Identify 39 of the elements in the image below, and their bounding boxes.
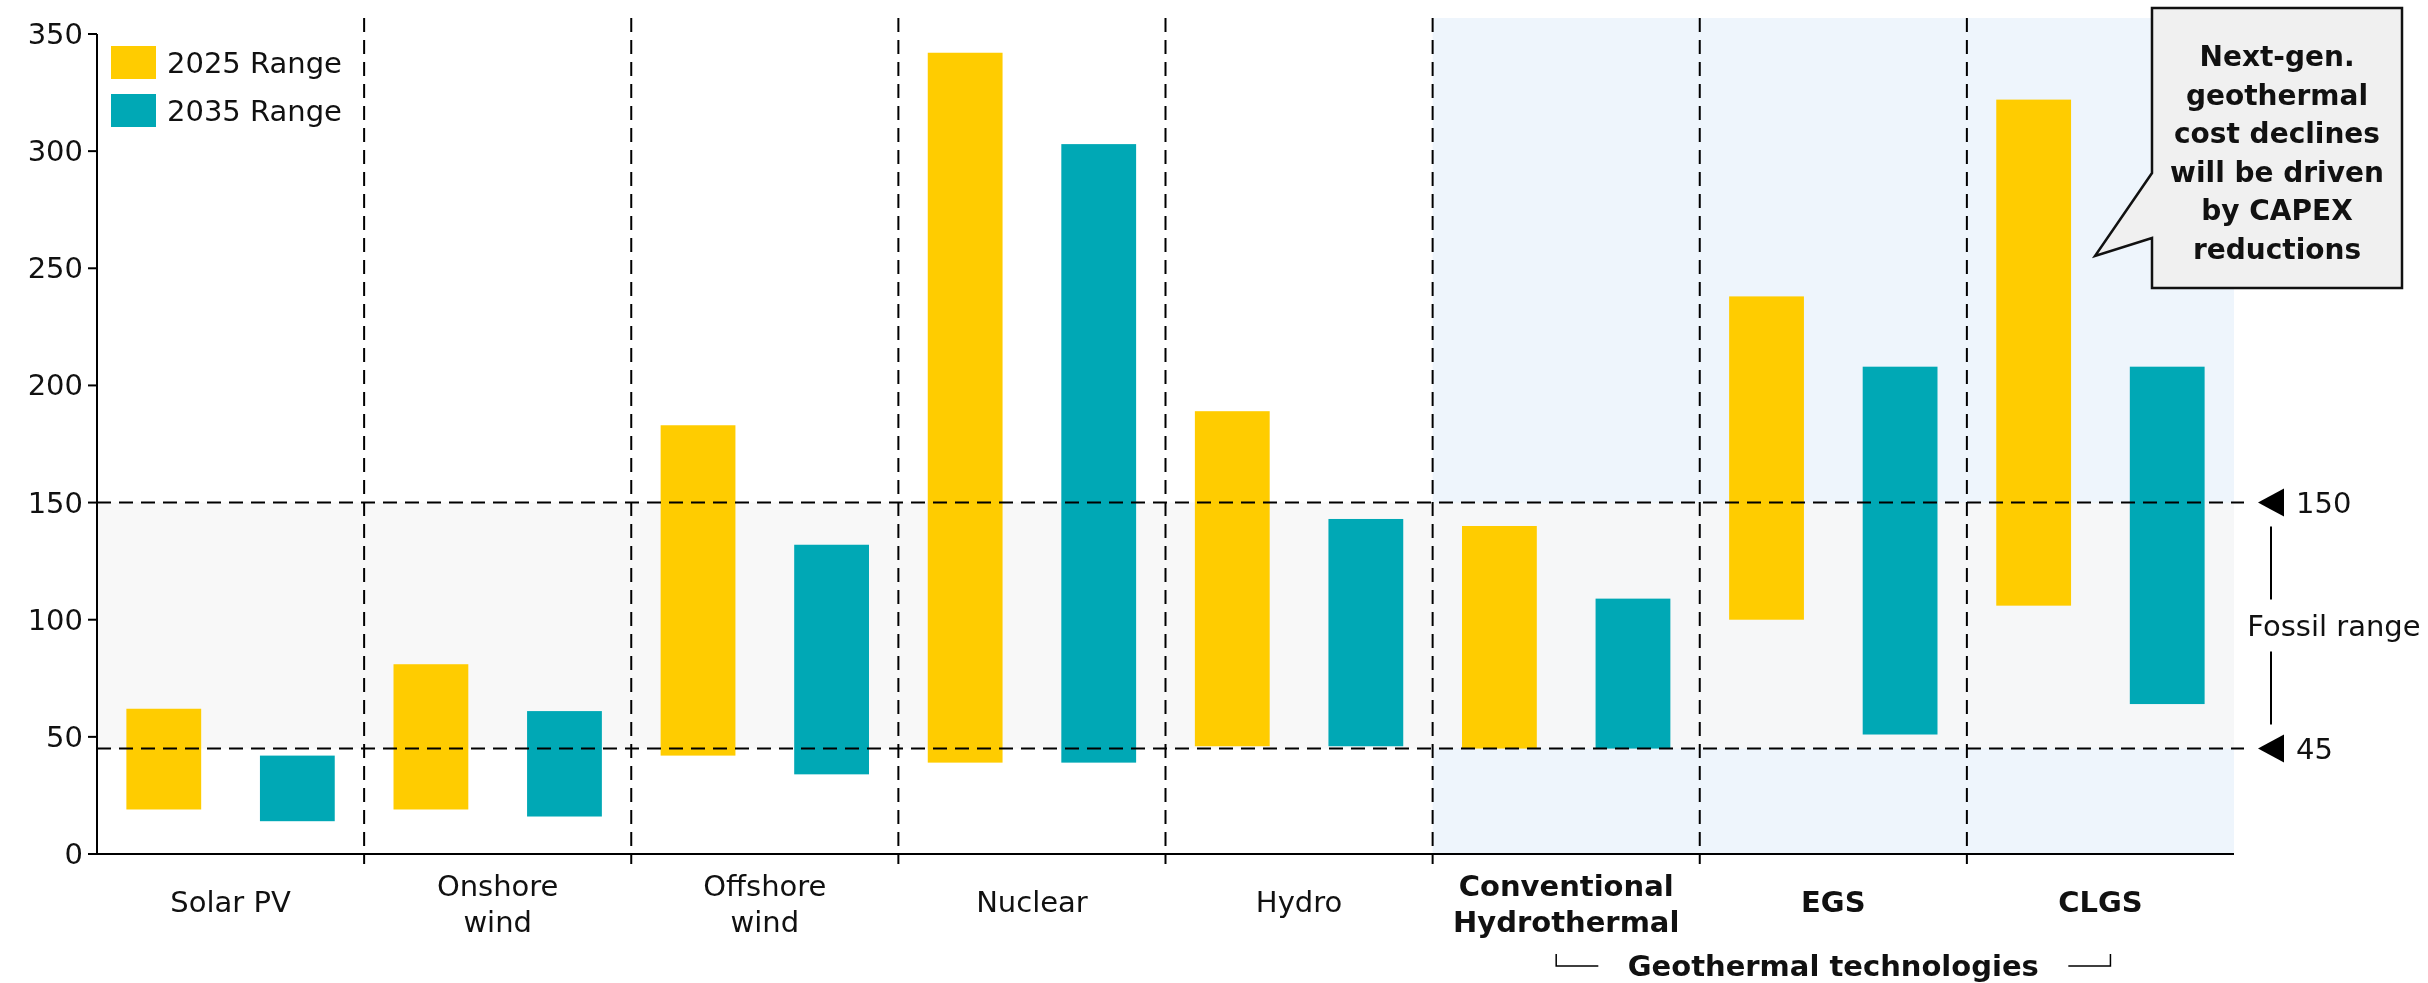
bar [660,425,736,756]
bar [393,664,469,810]
bar [527,711,602,817]
y-tick-label: 250 [27,251,83,286]
bar [1328,518,1404,747]
bar [1061,144,1137,763]
bar [1729,296,1804,620]
bar [927,52,1003,763]
bar [126,708,202,810]
y-tick-label: 200 [27,368,83,403]
y-tick-label: 100 [27,602,83,637]
y-tick-label: 0 [64,837,83,871]
bar [259,755,335,822]
legend-label: 2025 Range [167,46,342,80]
bar [1194,411,1270,747]
bar [794,544,869,775]
x-tick-label: EGS [1801,885,1866,919]
y-tick-label: 300 [27,134,83,169]
bar [1862,366,1938,735]
ref-line-label: 150 [2296,485,2352,520]
x-tick-label: Onshore wind [436,869,559,939]
bar [1462,526,1537,749]
y-tick-label: 150 [27,485,83,520]
annotation: Next-gen. geothermal cost declines will be driven by CAPEX reductions [2170,40,2384,266]
bar [1595,598,1671,749]
ref-line-label: 45 [2296,731,2333,766]
x-tick-label: Solar PV [170,885,291,919]
x-tick-label: Conventional Hydrothermal [1453,869,1680,939]
legend-label: 2035 Range [167,94,342,128]
band-label: Fossil range [2247,608,2421,643]
x-tick-label: Nuclear [976,885,1088,919]
x-tick-label: Offshore wind [703,869,827,939]
y-tick-label: 50 [46,719,83,754]
y-tick-label: 350 [27,17,83,51]
bar [1996,99,2072,606]
x-tick-label: CLGS [2058,885,2143,919]
x-tick-label: Hydro [1255,885,1343,919]
text: Geothermal technologies [1627,949,2039,983]
bar [2129,366,2205,705]
